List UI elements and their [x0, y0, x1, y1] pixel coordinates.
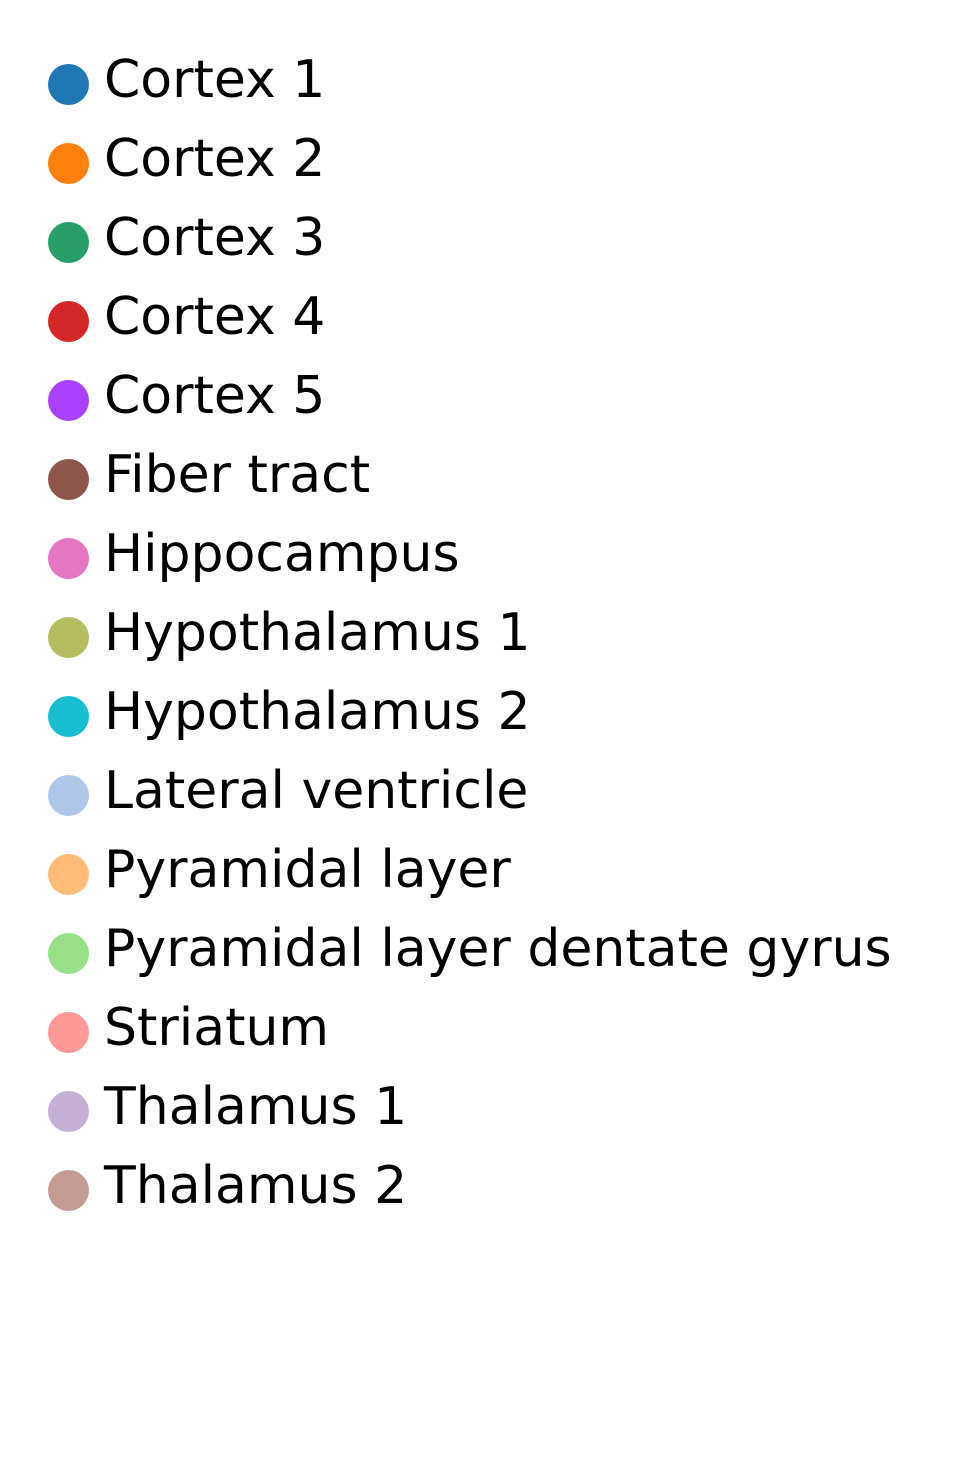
legend-item: Lateral ventricle: [48, 751, 892, 830]
legend-marker: [48, 933, 89, 974]
legend-label: Cortex 5: [104, 365, 326, 426]
legend-label: Thalamus 2: [104, 1155, 408, 1216]
legend-label: Hypothalamus 2: [104, 681, 531, 742]
legend-marker: [48, 538, 89, 579]
legend-marker: [48, 301, 89, 342]
legend-marker: [48, 775, 89, 816]
legend-label: Hippocampus: [104, 523, 460, 584]
legend-item: Fiber tract: [48, 435, 892, 514]
legend-label: Pyramidal layer: [104, 839, 511, 900]
legend-label: Fiber tract: [104, 444, 371, 505]
legend-marker: [48, 380, 89, 421]
legend-label: Cortex 1: [104, 49, 326, 110]
legend-label: Hypothalamus 1: [104, 602, 531, 663]
legend-marker: [48, 222, 89, 263]
legend-item: Cortex 3: [48, 198, 892, 277]
legend-item: Hippocampus: [48, 514, 892, 593]
legend-label: Cortex 3: [104, 207, 326, 268]
legend-item: Cortex 1: [48, 40, 892, 119]
legend-marker: [48, 1012, 89, 1053]
legend-marker: [48, 854, 89, 895]
legend-item: Striatum: [48, 988, 892, 1067]
legend-label: Thalamus 1: [104, 1076, 408, 1137]
legend-label: Lateral ventricle: [104, 760, 529, 821]
legend-item: Pyramidal layer: [48, 830, 892, 909]
legend-marker: [48, 1091, 89, 1132]
legend-marker: [48, 459, 89, 500]
legend-marker: [48, 143, 89, 184]
legend-marker: [48, 617, 89, 658]
legend-item: Cortex 4: [48, 277, 892, 356]
legend-label: Cortex 4: [104, 286, 326, 347]
legend-item: Cortex 2: [48, 119, 892, 198]
legend-item: Thalamus 1: [48, 1067, 892, 1146]
legend-item: Hypothalamus 2: [48, 672, 892, 751]
legend-item: Pyramidal layer dentate gyrus: [48, 909, 892, 988]
legend-marker: [48, 1170, 89, 1211]
legend-item: Thalamus 2: [48, 1146, 892, 1225]
legend-marker: [48, 696, 89, 737]
legend-label: Striatum: [104, 997, 330, 1058]
legend-item: Hypothalamus 1: [48, 593, 892, 672]
legend-label: Cortex 2: [104, 128, 326, 189]
chart-legend: Cortex 1 Cortex 2 Cortex 3 Cortex 4 Cortex 5…: [48, 40, 892, 1225]
legend-marker: [48, 64, 89, 105]
legend-item: Cortex 5: [48, 356, 892, 435]
legend-label: Pyramidal layer dentate gyrus: [104, 918, 892, 979]
